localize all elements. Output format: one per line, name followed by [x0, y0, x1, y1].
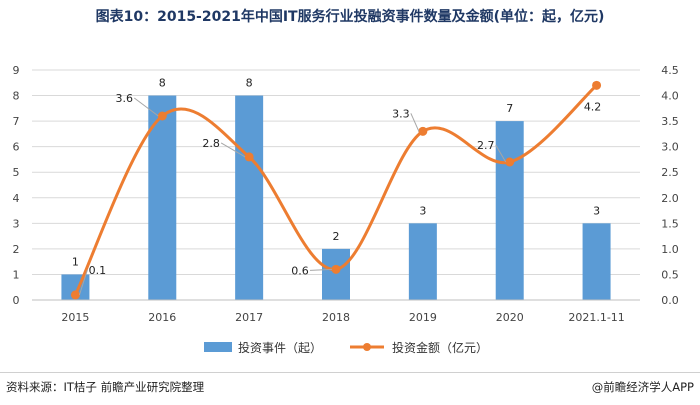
right-axis-tick: 1.0	[661, 243, 679, 256]
line-value-label: 0.1	[89, 264, 107, 277]
x-axis-tick: 2016	[148, 311, 176, 324]
legend: 投资事件（起） 投资金额（亿元）	[204, 340, 488, 355]
x-axis-tick: 2020	[496, 311, 524, 324]
bar	[235, 95, 264, 300]
line-point	[157, 111, 167, 121]
label-leader	[309, 268, 333, 271]
right-axis-tick: 2.0	[661, 192, 679, 205]
right-axis-tick: 4.0	[661, 90, 679, 103]
bar-value-label: 8	[246, 77, 253, 90]
right-axis-tick: 0.0	[661, 294, 679, 307]
left-axis-tick: 7	[13, 115, 20, 128]
bar-value-label: 2	[333, 230, 340, 243]
right-axis-tick: 0.5	[661, 268, 679, 281]
brand-note: @前瞻经济学人APP	[591, 380, 694, 394]
line-value-label: 2.8	[202, 137, 220, 150]
legend-marker-line	[363, 343, 371, 351]
left-axis-tick: 8	[13, 90, 20, 103]
bar	[148, 95, 177, 300]
label-leader	[220, 142, 246, 158]
x-axis-tick: 2017	[235, 311, 263, 324]
bar	[495, 121, 524, 300]
legend-swatch-bar	[204, 342, 232, 352]
label-leader	[410, 113, 420, 132]
axes: 0 1 2 3 4 5 6 7 8 9 0.0 0.5 1.0 1.5 2.0 2.5 3.0 3.5 4.0 4.5…	[13, 64, 679, 324]
legend-label-bar: 投资事件（起）	[238, 340, 322, 355]
left-axis-tick: 6	[13, 141, 20, 154]
left-axis-tick: 2	[13, 243, 20, 256]
line-value-label: 3.3	[392, 107, 410, 120]
bar-value-label: 3	[419, 204, 426, 217]
label-leader	[78, 269, 88, 296]
left-axis-tick: 0	[13, 294, 20, 307]
line-value-label: 4.2	[584, 100, 602, 113]
left-axis-tick: 4	[13, 192, 20, 205]
x-axis-tick: 2018	[322, 311, 350, 324]
data-labels: 1 8 8 2 3 7 3 0.1 3.6 2.8 0.6 3.3 2.7 4.2	[72, 77, 602, 296]
right-axis-tick: 3.0	[661, 141, 679, 154]
label-leader	[495, 144, 507, 163]
left-axis-tick: 3	[13, 217, 20, 230]
bar-value-label: 1	[72, 255, 79, 268]
bar-value-label: 8	[159, 77, 166, 90]
line-value-label: 2.7	[477, 139, 495, 152]
line-value-label: 3.6	[116, 92, 134, 105]
line-series	[70, 80, 602, 300]
line-point	[331, 264, 341, 274]
source-note: 资料来源：IT桔子 前瞻产业研究院整理	[6, 380, 205, 394]
bar	[322, 248, 350, 300]
line-value-label: 0.6	[291, 264, 309, 277]
left-axis-tick: 5	[13, 166, 20, 179]
left-axis-tick: 1	[13, 268, 20, 281]
line-point	[70, 290, 80, 300]
left-axis-tick: 9	[13, 64, 20, 77]
right-axis-tick: 4.5	[661, 64, 679, 77]
bar	[582, 223, 611, 300]
bar-value-label: 7	[506, 102, 513, 115]
footer-divider	[0, 372, 700, 373]
line-point	[505, 157, 515, 167]
legend-label-line: 投资金额（亿元）	[392, 340, 488, 355]
right-axis-tick: 3.5	[661, 115, 679, 128]
right-axis-tick: 2.5	[661, 166, 679, 179]
right-axis-tick: 1.5	[661, 217, 679, 230]
x-axis-tick: 2015	[61, 311, 89, 324]
x-axis-tick: 2019	[409, 311, 437, 324]
line-point	[592, 80, 602, 90]
bar-value-label: 3	[593, 204, 600, 217]
chart-title: 图表10：2015-2021年中国IT服务行业投融资事件数量及金额(单位：起，亿…	[95, 9, 605, 25]
bar	[408, 223, 437, 300]
line-point	[244, 152, 254, 162]
line-point	[418, 126, 428, 136]
label-leader	[133, 97, 159, 117]
x-axis-tick: 2021.1-11	[568, 311, 624, 324]
